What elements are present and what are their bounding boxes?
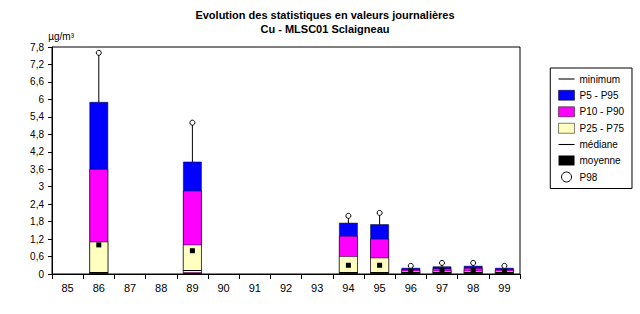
- svg-text:médiane: médiane: [580, 139, 619, 150]
- svg-text:97: 97: [436, 282, 448, 294]
- svg-text:P5 - P95: P5 - P95: [580, 90, 619, 101]
- svg-text:98: 98: [467, 282, 479, 294]
- svg-text:86: 86: [93, 282, 105, 294]
- svg-text:2,4: 2,4: [30, 199, 44, 210]
- svg-text:90: 90: [217, 282, 229, 294]
- svg-text:3,6: 3,6: [30, 164, 44, 175]
- svg-text:7,2: 7,2: [30, 59, 44, 70]
- svg-text:92: 92: [280, 282, 292, 294]
- svg-text:0: 0: [38, 269, 44, 280]
- svg-text:P10 - P90: P10 - P90: [580, 106, 625, 117]
- svg-text:87: 87: [124, 282, 136, 294]
- svg-text:85: 85: [61, 282, 73, 294]
- svg-text:95: 95: [373, 282, 385, 294]
- svg-text:3: 3: [38, 181, 44, 192]
- svg-text:99: 99: [498, 282, 510, 294]
- svg-text:4,8: 4,8: [30, 129, 44, 140]
- svg-text:P25 - P75: P25 - P75: [580, 123, 625, 134]
- svg-text:Cu - MLSC01 Sclaigneau: Cu - MLSC01 Sclaigneau: [261, 23, 390, 35]
- svg-text:89: 89: [186, 282, 198, 294]
- svg-text:96: 96: [405, 282, 417, 294]
- svg-text:1,2: 1,2: [30, 234, 44, 245]
- svg-text:6,6: 6,6: [30, 76, 44, 87]
- svg-text:Evolution des statistiques en: Evolution des statistiques en valeurs jo…: [195, 9, 454, 21]
- svg-text:5,4: 5,4: [30, 111, 44, 122]
- svg-text:93: 93: [311, 282, 323, 294]
- svg-text:94: 94: [342, 282, 354, 294]
- svg-text:7,8: 7,8: [30, 42, 44, 53]
- svg-text:6: 6: [38, 94, 44, 105]
- svg-text:moyenne: moyenne: [580, 155, 622, 166]
- svg-text:88: 88: [155, 282, 167, 294]
- svg-text:minimum: minimum: [580, 74, 621, 85]
- svg-text:91: 91: [249, 282, 261, 294]
- svg-text:1,8: 1,8: [30, 216, 44, 227]
- svg-text:µg/m³: µg/m³: [48, 31, 74, 42]
- svg-text:0,6: 0,6: [30, 251, 44, 262]
- svg-text:P98: P98: [580, 172, 598, 183]
- svg-text:4,2: 4,2: [30, 146, 44, 157]
